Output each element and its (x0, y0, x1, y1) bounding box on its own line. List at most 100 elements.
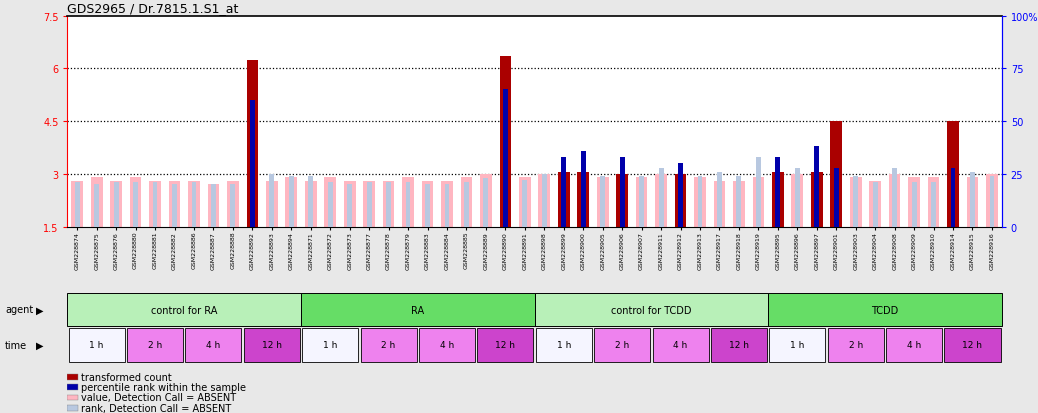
Bar (698, 177, 703, 227)
Bar (270, 175, 274, 227)
Bar (594, 328, 650, 362)
Bar (539, 175, 550, 227)
Bar (519, 178, 530, 227)
Text: ▶: ▶ (35, 340, 44, 350)
Bar (853, 177, 858, 227)
Bar (889, 175, 900, 227)
Bar (675, 175, 686, 227)
Text: control for TCDD: control for TCDD (611, 305, 691, 315)
Text: 4 h: 4 h (907, 340, 921, 349)
Text: time: time (5, 340, 27, 350)
Bar (811, 173, 822, 227)
Bar (947, 122, 959, 227)
Bar (227, 182, 239, 227)
Bar (308, 177, 313, 227)
Bar (402, 178, 414, 227)
Bar (289, 177, 294, 227)
Bar (620, 158, 625, 227)
Bar (557, 173, 570, 227)
Bar (869, 182, 881, 227)
Text: 12 h: 12 h (729, 340, 749, 349)
Bar (285, 178, 297, 227)
Bar (635, 178, 648, 227)
Text: 1 h: 1 h (89, 340, 104, 349)
Text: 4 h: 4 h (207, 340, 220, 349)
Bar (67, 293, 301, 326)
Bar (499, 57, 511, 227)
Text: 2 h: 2 h (382, 340, 395, 349)
Bar (302, 328, 358, 362)
Bar (244, 328, 300, 362)
Bar (522, 181, 527, 227)
Bar (211, 185, 216, 227)
Bar (444, 185, 449, 227)
Bar (659, 168, 663, 227)
Bar (989, 177, 994, 227)
Bar (908, 178, 920, 227)
Bar (893, 168, 897, 227)
Bar (360, 328, 416, 362)
Bar (768, 293, 1002, 326)
Text: ▶: ▶ (35, 305, 44, 315)
Text: 12 h: 12 h (495, 340, 516, 349)
Text: 2 h: 2 h (616, 340, 629, 349)
Bar (94, 185, 99, 227)
Bar (208, 185, 219, 227)
Bar (655, 175, 666, 227)
Bar (577, 173, 589, 227)
Bar (67, 384, 78, 390)
Bar (830, 122, 842, 227)
Bar (72, 182, 83, 227)
Bar (363, 182, 375, 227)
Text: rank, Detection Call = ABSENT: rank, Detection Call = ABSENT (81, 403, 231, 413)
Bar (461, 178, 472, 227)
Text: agent: agent (5, 305, 33, 315)
Bar (127, 328, 183, 362)
Bar (421, 182, 433, 227)
Bar (827, 328, 883, 362)
Bar (426, 185, 430, 227)
Bar (67, 374, 78, 380)
Bar (795, 168, 799, 227)
Bar (69, 328, 125, 362)
Bar (966, 178, 978, 227)
Bar (733, 182, 744, 227)
Bar (711, 328, 767, 362)
Text: 4 h: 4 h (440, 340, 454, 349)
Bar (168, 182, 181, 227)
Text: RA: RA (411, 305, 425, 315)
Bar (769, 328, 825, 362)
Bar (951, 168, 955, 227)
Bar (931, 183, 936, 227)
Text: TCDD: TCDD (871, 305, 899, 315)
Bar (192, 183, 196, 227)
Bar (172, 185, 176, 227)
Bar (694, 178, 706, 227)
Text: transformed count: transformed count (81, 372, 172, 382)
Bar (986, 175, 998, 227)
Bar (110, 182, 122, 227)
Bar (348, 185, 352, 227)
Bar (153, 183, 158, 227)
Bar (344, 182, 355, 227)
Bar (114, 183, 118, 227)
Bar (324, 178, 336, 227)
Bar (366, 183, 372, 227)
Bar (928, 178, 939, 227)
Bar (775, 158, 781, 227)
Bar (542, 175, 547, 227)
Bar (678, 164, 683, 227)
Bar (246, 60, 258, 227)
Bar (737, 177, 741, 227)
Bar (91, 178, 103, 227)
Bar (562, 158, 566, 227)
Bar (873, 183, 877, 227)
Bar (791, 175, 803, 227)
Text: GDS2965 / Dr.7815.1.S1_at: GDS2965 / Dr.7815.1.S1_at (67, 2, 239, 15)
Bar (971, 172, 975, 227)
Bar (266, 182, 277, 227)
Bar (386, 183, 391, 227)
Bar (653, 328, 709, 362)
Bar (480, 175, 492, 227)
Bar (301, 293, 535, 326)
